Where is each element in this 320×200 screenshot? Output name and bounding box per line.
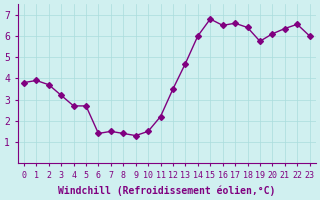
X-axis label: Windchill (Refroidissement éolien,°C): Windchill (Refroidissement éolien,°C): [58, 185, 276, 196]
